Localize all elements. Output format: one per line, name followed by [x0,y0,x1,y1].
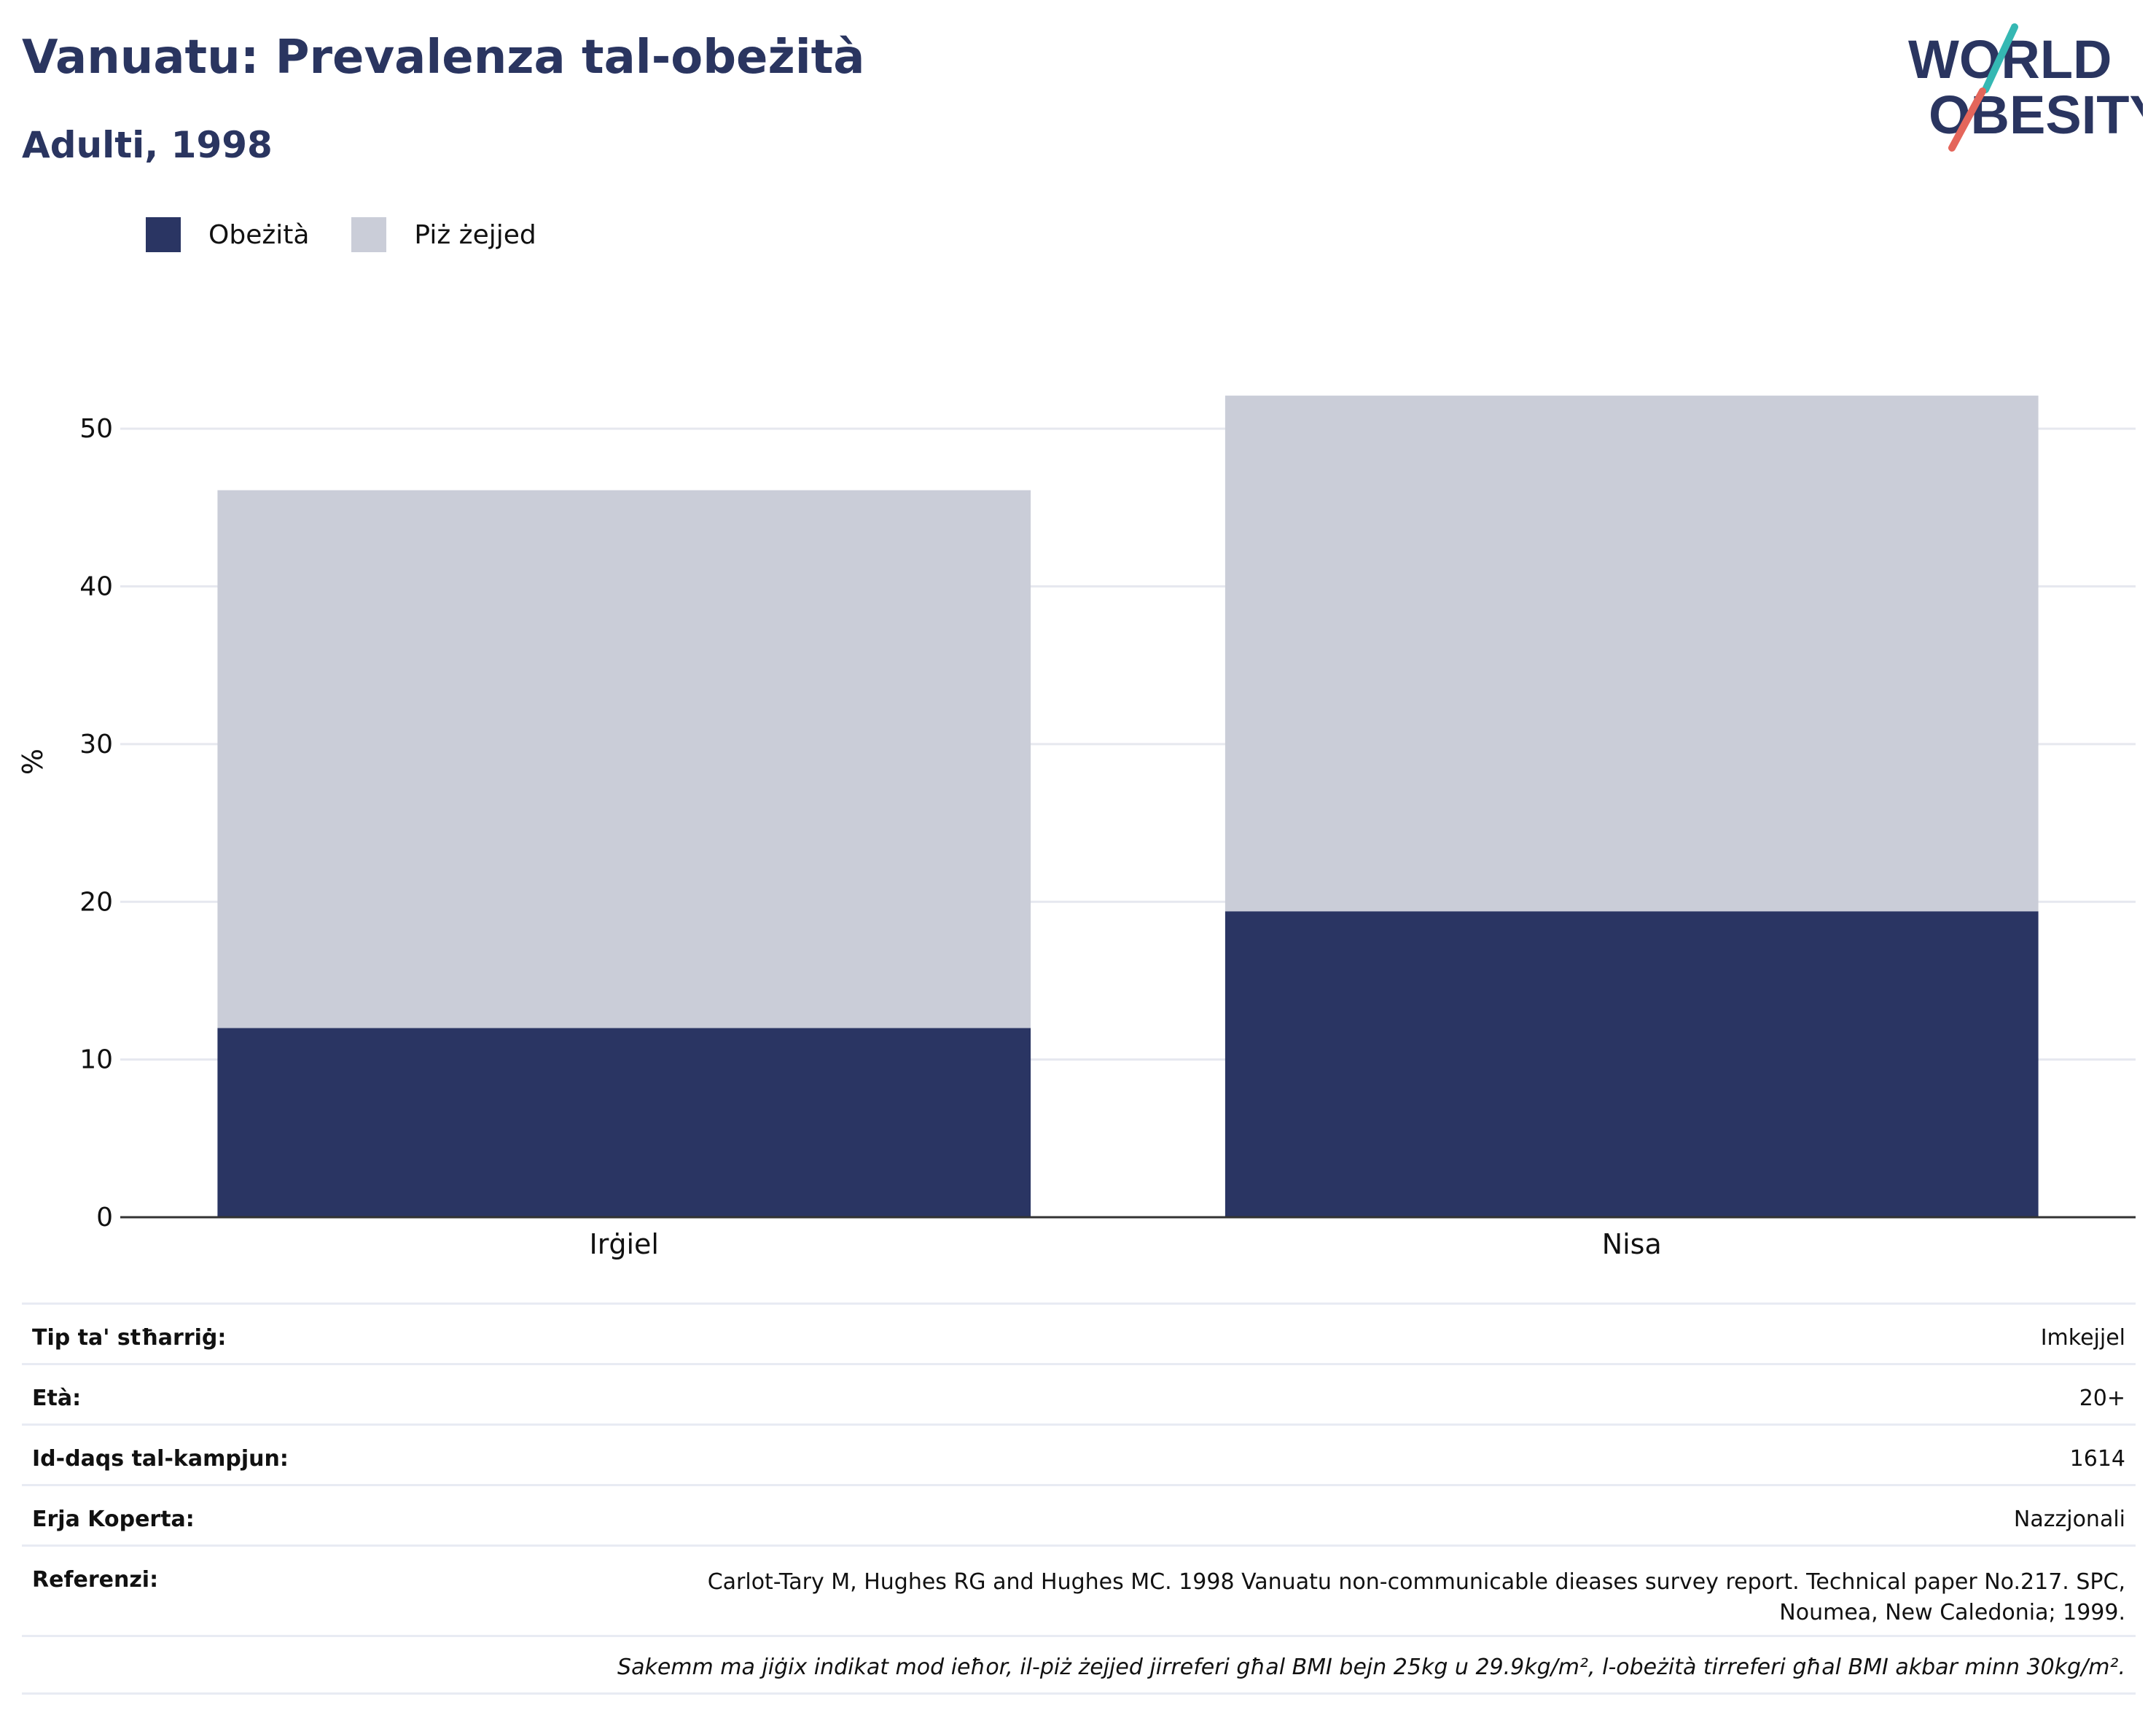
world-obesity-logo: WORLD OBESITY [1908,23,2143,152]
stacked-bar-chart: 0 10 20 30 40 50 Irġiel Nisa% [17,395,2136,1260]
definition-note: Sakemm ma jiġix indikat mod ieħor, il-pi… [22,1635,2136,1695]
info-row-references: Referenzi: Carlot-Tary M, Hughes RG and … [22,1544,2136,1635]
chart-title: Vanuatu: Prevalenza tal-obeżità [22,31,865,85]
logo-slash-coral [1948,87,1986,152]
y-tick-label-30: 30 [79,730,113,759]
chart-legend: Obeżità Piż żejjed [146,217,579,252]
bar-Nisa-series-1 [1225,395,2039,912]
info-value-age: 20+ [2079,1386,2125,1411]
info-label-age: Età: [32,1386,82,1411]
info-row-survey-type: Tip ta' stħarriġ: Imkejjel [22,1303,2136,1363]
bar-Irġiel-series-0 [217,1028,1031,1217]
legend-item-obesity[interactable]: Obeżità [146,217,309,252]
x-tick-label-1: Nisa [1602,1228,1662,1260]
info-value-references: Carlot-Tary M, Hughes RG and Hughes MC. … [708,1567,2125,1628]
logo-slash-teal [1982,23,2018,93]
legend-swatch-obesity [146,217,181,252]
legend-label-overweight: Piż żejjed [414,219,536,250]
y-tick-label-20: 20 [79,887,113,917]
info-label-survey-type: Tip ta' stħarriġ: [32,1325,227,1351]
y-tick-label-0: 0 [96,1203,113,1233]
y-tick-label-10: 10 [79,1045,113,1075]
info-row-sample-size: Id-daqs tal-kampjun: 1614 [22,1423,2136,1484]
info-label-sample-size: Id-daqs tal-kampjun: [32,1446,289,1472]
info-row-age: Età: 20+ [22,1363,2136,1423]
info-value-survey-type: Imkejjel [2040,1325,2125,1351]
bar-Irġiel-series-1 [217,490,1031,1028]
info-value-sample-size: 1614 [2069,1446,2125,1472]
y-axis-title: % [17,749,49,775]
y-tick-label-50: 50 [79,414,113,444]
info-value-area-covered: Nazzjonali [2013,1507,2125,1532]
x-tick-label-0: Irġiel [590,1228,659,1260]
legend-item-overweight[interactable]: Piż żejjed [351,217,536,252]
reference-line-2: Noumea, New Caledonia; 1999. [1779,1600,2125,1625]
legend-label-obesity: Obeżità [208,219,310,250]
y-tick-label-40: 40 [79,572,113,602]
logo-text-obesity: OBESITY [1929,85,2143,145]
chart-subtitle: Adulti, 1998 [22,124,273,166]
reference-line-1: Carlot-Tary M, Hughes RG and Hughes MC. … [707,1569,2125,1595]
info-label-references: Referenzi: [32,1567,159,1593]
bar-Nisa-series-0 [1225,911,2039,1217]
legend-swatch-overweight [351,217,387,252]
info-label-area-covered: Erja Koperta: [32,1507,195,1532]
info-row-area-covered: Erja Koperta: Nazzjonali [22,1484,2136,1544]
survey-info-table: Tip ta' stħarriġ: Imkejjel Età: 20+ Id-d… [22,1303,2136,1695]
